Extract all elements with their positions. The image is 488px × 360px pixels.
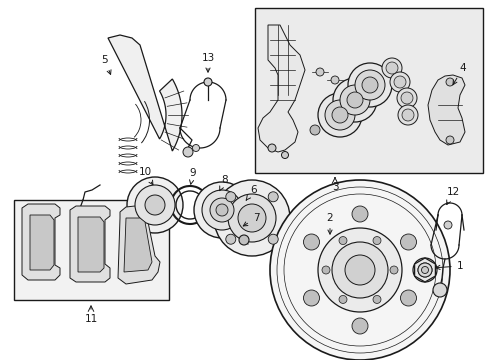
Circle shape xyxy=(135,185,175,225)
Bar xyxy=(254,8,482,173)
Circle shape xyxy=(303,290,319,306)
Circle shape xyxy=(145,195,164,215)
Circle shape xyxy=(372,296,380,303)
Circle shape xyxy=(400,234,416,250)
Circle shape xyxy=(389,266,397,274)
Polygon shape xyxy=(30,215,54,270)
Circle shape xyxy=(331,242,387,298)
Circle shape xyxy=(183,147,193,157)
Circle shape xyxy=(361,77,377,93)
Circle shape xyxy=(351,206,367,222)
Polygon shape xyxy=(258,25,305,152)
Circle shape xyxy=(401,109,413,121)
Polygon shape xyxy=(78,217,104,272)
Text: 7: 7 xyxy=(243,213,259,226)
Circle shape xyxy=(309,125,319,135)
Circle shape xyxy=(338,296,346,303)
Circle shape xyxy=(315,68,324,76)
Circle shape xyxy=(227,194,275,242)
Polygon shape xyxy=(108,35,182,151)
Circle shape xyxy=(346,92,362,108)
Circle shape xyxy=(317,228,401,312)
Text: 2: 2 xyxy=(326,213,333,234)
Circle shape xyxy=(393,76,405,88)
Polygon shape xyxy=(414,258,434,282)
Circle shape xyxy=(372,237,380,244)
Polygon shape xyxy=(124,218,152,272)
Circle shape xyxy=(267,234,278,244)
Circle shape xyxy=(325,100,354,130)
Text: 12: 12 xyxy=(446,187,459,204)
Circle shape xyxy=(209,198,234,222)
Circle shape xyxy=(214,180,289,256)
Circle shape xyxy=(443,221,451,229)
Circle shape xyxy=(303,234,319,250)
Text: 5: 5 xyxy=(102,55,111,75)
Text: 10: 10 xyxy=(138,167,153,185)
Circle shape xyxy=(351,318,367,334)
Circle shape xyxy=(225,192,235,202)
Circle shape xyxy=(417,263,431,277)
Circle shape xyxy=(317,93,361,137)
Circle shape xyxy=(385,62,397,74)
Circle shape xyxy=(238,204,265,232)
Bar xyxy=(14,200,169,300)
Circle shape xyxy=(412,258,436,282)
Circle shape xyxy=(400,290,416,306)
Circle shape xyxy=(332,78,376,122)
Circle shape xyxy=(194,182,249,238)
Circle shape xyxy=(281,152,288,158)
Text: 9: 9 xyxy=(189,168,196,184)
Polygon shape xyxy=(22,204,60,280)
Circle shape xyxy=(389,72,409,92)
Text: 8: 8 xyxy=(219,175,228,191)
Circle shape xyxy=(202,190,242,230)
Circle shape xyxy=(345,255,374,285)
Polygon shape xyxy=(70,206,110,282)
Circle shape xyxy=(400,92,412,104)
Circle shape xyxy=(354,70,384,100)
Text: 1: 1 xyxy=(435,261,462,271)
Circle shape xyxy=(267,192,278,202)
Circle shape xyxy=(347,63,391,107)
Polygon shape xyxy=(427,75,464,145)
Text: 4: 4 xyxy=(452,63,466,85)
Circle shape xyxy=(203,78,212,86)
Circle shape xyxy=(432,283,446,297)
Circle shape xyxy=(338,237,346,244)
Text: 3: 3 xyxy=(331,182,338,192)
Text: 13: 13 xyxy=(201,53,214,72)
Circle shape xyxy=(269,180,449,360)
Circle shape xyxy=(331,107,347,123)
Circle shape xyxy=(231,222,240,230)
Circle shape xyxy=(445,136,453,144)
Circle shape xyxy=(127,177,183,233)
Circle shape xyxy=(397,105,417,125)
Circle shape xyxy=(339,85,369,115)
Text: 11: 11 xyxy=(84,314,98,324)
Circle shape xyxy=(239,235,248,245)
Circle shape xyxy=(330,76,338,84)
Circle shape xyxy=(192,144,199,152)
Polygon shape xyxy=(118,205,160,284)
Circle shape xyxy=(421,266,427,274)
Circle shape xyxy=(381,58,401,78)
Circle shape xyxy=(225,234,235,244)
Circle shape xyxy=(417,263,431,277)
Circle shape xyxy=(267,144,275,152)
Text: 6: 6 xyxy=(245,185,257,200)
Circle shape xyxy=(396,88,416,108)
Circle shape xyxy=(445,78,453,86)
Circle shape xyxy=(216,204,227,216)
Circle shape xyxy=(321,266,329,274)
